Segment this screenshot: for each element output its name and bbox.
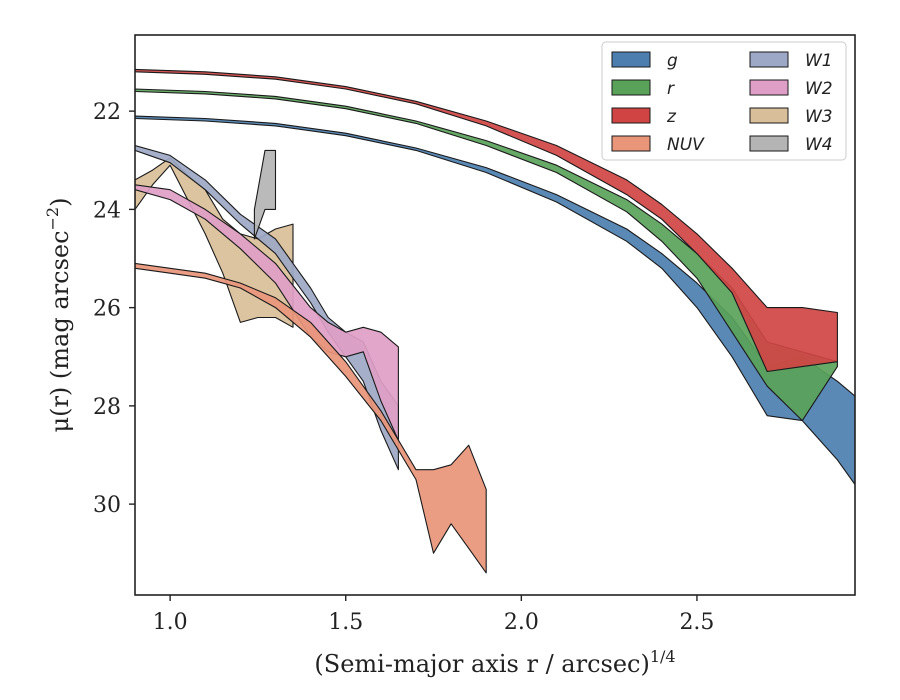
legend-label-w3: W3 bbox=[805, 107, 833, 127]
x-tick-label: 1.5 bbox=[328, 610, 363, 635]
y-tick-label: 30 bbox=[93, 493, 121, 518]
band-w4 bbox=[253, 149, 277, 240]
y-tick-label: 24 bbox=[93, 198, 121, 223]
legend-label-r: r bbox=[667, 79, 675, 99]
y-axis-label: μ(r) (mag arcsec−2) bbox=[43, 198, 74, 433]
y-tick-label: 22 bbox=[93, 100, 121, 125]
y-axis-label-main: μ(r) (mag arcsec bbox=[46, 230, 74, 432]
band-r bbox=[135, 88, 838, 422]
legend-swatch-z bbox=[611, 107, 651, 124]
legend-label-w4: W4 bbox=[805, 135, 833, 155]
legend-swatch-w2 bbox=[749, 79, 789, 96]
legend-label-w2: W2 bbox=[805, 79, 833, 99]
legend-label-nuv: NUV bbox=[667, 135, 705, 155]
legend-label-z: z bbox=[666, 107, 677, 127]
legend-swatch-w3 bbox=[749, 107, 789, 124]
x-tick-label: 2.0 bbox=[504, 610, 539, 635]
legend-swatch-w1 bbox=[749, 51, 789, 68]
band-nuv bbox=[135, 262, 487, 574]
legend-label-w1: W1 bbox=[805, 51, 833, 71]
legend-frame bbox=[601, 41, 847, 161]
x-tick-label: 1.0 bbox=[153, 610, 188, 635]
x-axis-label-exponent: 1/4 bbox=[650, 647, 676, 666]
y-tick-label: 26 bbox=[93, 297, 121, 322]
x-axis-label-main: (Semi-major axis r / arcsec) bbox=[314, 650, 649, 678]
legend: grz NUV W1 W2 W3 W4 bbox=[601, 41, 847, 161]
legend-label-g: g bbox=[667, 51, 678, 71]
legend-swatch-r bbox=[611, 79, 651, 96]
x-axis-label: (Semi-major axis r / arcsec)1/4 bbox=[314, 647, 675, 678]
legend-swatch-g bbox=[611, 51, 651, 68]
legend-swatch-w4 bbox=[749, 135, 789, 152]
band-z bbox=[135, 68, 838, 373]
y-axis-ticks: 22 24 26 28 30 bbox=[93, 100, 135, 518]
x-axis-ticks: 1.0 1.5 2.0 2.5 bbox=[153, 595, 714, 635]
y-tick-label: 28 bbox=[93, 395, 121, 420]
x-tick-label: 2.5 bbox=[679, 610, 714, 635]
y-axis-label-exponent: −2 bbox=[43, 207, 62, 231]
y-axis-label-close: ) bbox=[46, 198, 74, 207]
band-w1 bbox=[135, 144, 399, 471]
profile-bands bbox=[135, 68, 855, 574]
plot-frame bbox=[134, 34, 856, 596]
legend-swatch-nuv bbox=[611, 135, 651, 152]
